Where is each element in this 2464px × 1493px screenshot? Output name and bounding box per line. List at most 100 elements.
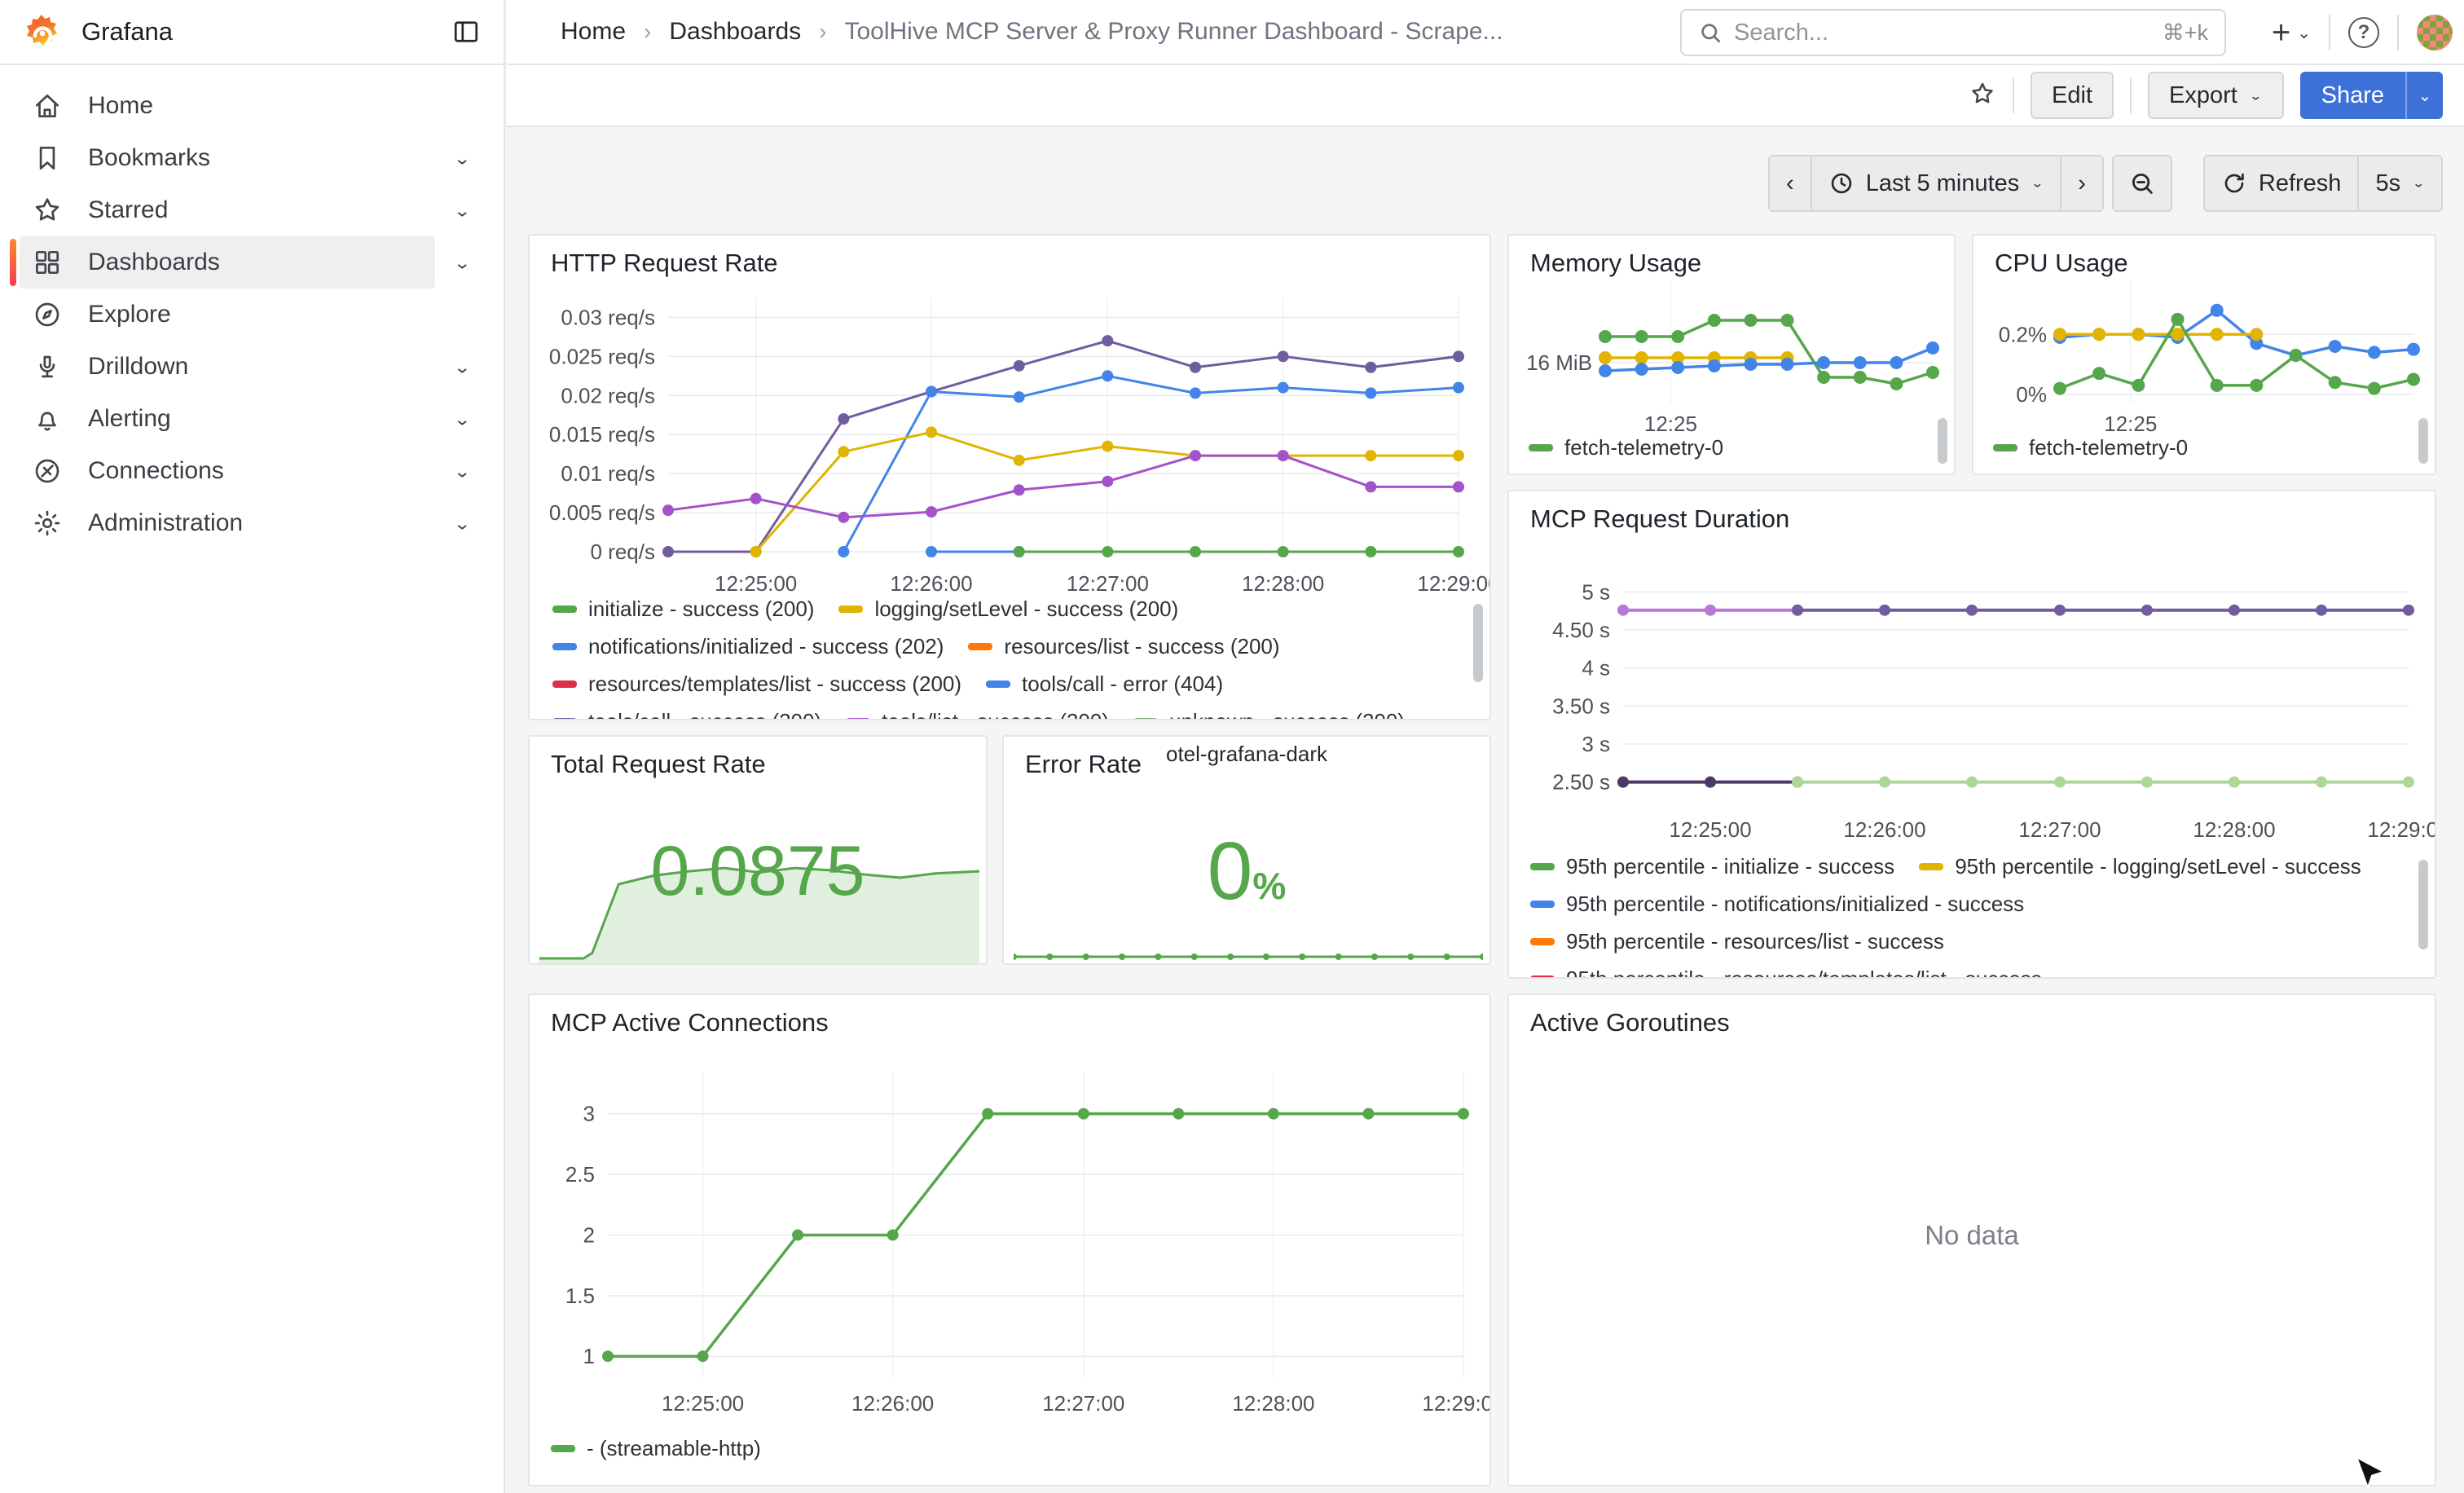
panel-title[interactable]: CPU Usage bbox=[1995, 249, 2128, 278]
legend-item[interactable]: resources/templates/list - success (200) bbox=[552, 672, 961, 697]
panel-title[interactable]: MCP Request Duration bbox=[1530, 504, 1789, 534]
panel-title[interactable]: HTTP Request Rate bbox=[551, 249, 778, 278]
compass-icon bbox=[31, 298, 64, 331]
sidebar-item-connections[interactable]: Connections⌄ bbox=[0, 445, 504, 497]
panel-title[interactable]: Total Request Rate bbox=[551, 750, 766, 779]
svg-text:4.50 s: 4.50 s bbox=[1552, 618, 1610, 642]
panel-title[interactable]: Active Goroutines bbox=[1530, 1008, 1730, 1037]
legend-scrollbar[interactable] bbox=[2418, 860, 2428, 949]
legend-swatch bbox=[846, 718, 870, 720]
legend-scrollbar[interactable] bbox=[2418, 418, 2428, 464]
legend-scrollbar[interactable] bbox=[1938, 418, 1947, 464]
export-button[interactable]: Export⌄ bbox=[2148, 72, 2284, 119]
star-icon bbox=[31, 194, 64, 227]
legend-swatch bbox=[552, 643, 577, 650]
legend-label: - (streamable-http) bbox=[587, 1437, 761, 1461]
legend-item[interactable]: 95th percentile - notifications/initiali… bbox=[1530, 892, 2024, 917]
svg-text:12:25:00: 12:25:00 bbox=[662, 1391, 744, 1416]
legend-item[interactable]: initialize - success (200) bbox=[552, 597, 814, 622]
divider bbox=[2397, 15, 2399, 51]
chevron-down-icon: ⌄ bbox=[2031, 176, 2044, 190]
sidebar-item-bookmarks[interactable]: Bookmarks⌄ bbox=[0, 132, 504, 184]
sidebar-item-explore[interactable]: Explore bbox=[0, 288, 504, 341]
svg-text:5 s: 5 s bbox=[1582, 579, 1610, 604]
sidebar-item-drilldown[interactable]: Drilldown⌄ bbox=[0, 341, 504, 393]
panel-total-request-rate: Total Request Rate 0.0875 bbox=[528, 735, 988, 965]
panel-title[interactable]: Error Rate bbox=[1025, 750, 1142, 779]
grafana-logo-icon bbox=[23, 13, 60, 51]
svg-text:0.005 req/s: 0.005 req/s bbox=[549, 500, 655, 525]
sidebar-item-home[interactable]: Home bbox=[0, 80, 504, 132]
legend-item[interactable]: 95th percentile - resources/list - succe… bbox=[1530, 929, 1944, 954]
svg-text:0%: 0% bbox=[2016, 382, 2047, 407]
sidebar-item-starred[interactable]: Starred⌄ bbox=[0, 184, 504, 236]
svg-text:12:27:00: 12:27:00 bbox=[1042, 1391, 1124, 1416]
legend-label: tools/list - success (200) bbox=[882, 709, 1109, 720]
zoom-out-button[interactable] bbox=[2112, 155, 2172, 212]
legend-swatch bbox=[986, 680, 1010, 688]
time-range-picker[interactable]: Last 5 minutes ⌄ bbox=[1811, 156, 2061, 210]
help-button[interactable]: ? bbox=[2348, 17, 2379, 48]
legend-item[interactable]: tools/call - error (404) bbox=[986, 672, 1223, 697]
share-dropdown-button[interactable]: ⌄ bbox=[2405, 72, 2443, 119]
refresh-interval-picker[interactable]: 5s ⌄ bbox=[2357, 156, 2441, 210]
panel-mcp-active-connections: MCP Active Connections 11.522.5312:25:00… bbox=[528, 993, 1491, 1486]
legend-label: 95th percentile - resources/templates/li… bbox=[1566, 967, 2042, 980]
svg-text:2: 2 bbox=[583, 1222, 595, 1247]
legend-item[interactable]: unknown - success (200) bbox=[1133, 709, 1405, 720]
legend-label: fetch-telemetry-0 bbox=[2029, 436, 2188, 460]
chevron-down-icon: ⌄ bbox=[2249, 88, 2263, 103]
time-range-label: Last 5 minutes bbox=[1866, 170, 2020, 197]
panel-title[interactable]: Memory Usage bbox=[1530, 249, 1701, 278]
legend-item[interactable]: fetch-telemetry-0 bbox=[1993, 436, 2188, 460]
sidebar-item-label: Home bbox=[88, 92, 504, 120]
add-button[interactable]: + ⌄ bbox=[2272, 15, 2311, 51]
legend-swatch bbox=[552, 606, 577, 613]
legend-item[interactable]: resources/list - success (200) bbox=[968, 634, 1279, 659]
search-input[interactable]: Search... ⌘+k bbox=[1680, 9, 2226, 56]
divider bbox=[2013, 77, 2014, 113]
avatar[interactable] bbox=[2417, 15, 2453, 51]
legend-item[interactable]: 95th percentile - resources/templates/li… bbox=[1530, 967, 2042, 980]
chevron-down-icon: ⌄ bbox=[2418, 86, 2432, 106]
legend-item[interactable]: logging/setLevel - success (200) bbox=[838, 597, 1178, 622]
legend-item[interactable]: - (streamable-http) bbox=[551, 1437, 761, 1461]
legend-item[interactable]: fetch-telemetry-0 bbox=[1529, 436, 1723, 460]
svg-text:0.015 req/s: 0.015 req/s bbox=[549, 422, 655, 447]
legend-item[interactable]: tools/call - success (200) bbox=[552, 709, 821, 720]
share-button-label[interactable]: Share bbox=[2300, 72, 2405, 119]
breadcrumb-item: ToolHive MCP Server & Proxy Runner Dashb… bbox=[844, 18, 1503, 46]
edit-button[interactable]: Edit bbox=[2031, 72, 2114, 119]
sidebar-item-dashboards[interactable]: Dashboards⌄ bbox=[0, 236, 504, 288]
sidebar-toggle-icon[interactable] bbox=[451, 17, 481, 46]
legend-scrollbar[interactable] bbox=[1473, 604, 1483, 682]
chevron-down-icon: ⌄ bbox=[2297, 23, 2311, 43]
svg-text:3.50 s: 3.50 s bbox=[1552, 694, 1610, 718]
sidebar-item-alerting[interactable]: Alerting⌄ bbox=[0, 393, 504, 445]
star-button[interactable] bbox=[1969, 80, 1996, 112]
sidebar-item-label: Bookmarks bbox=[88, 144, 429, 172]
legend-swatch bbox=[1530, 901, 1555, 908]
sidebar-item-label: Starred bbox=[88, 196, 429, 224]
panel-active-goroutines: Active Goroutines No data bbox=[1507, 993, 2436, 1486]
error-rate-sparkline bbox=[1014, 940, 1483, 963]
legend-item[interactable]: tools/list - success (200) bbox=[846, 709, 1109, 720]
svg-text:0.01 req/s: 0.01 req/s bbox=[561, 461, 655, 486]
http-request-rate-chart[interactable]: 0 req/s0.005 req/s0.01 req/s0.015 req/s0… bbox=[530, 236, 1489, 643]
time-shift-back-button[interactable]: ‹ bbox=[1770, 156, 1811, 210]
mcp-active-connections-chart[interactable]: 11.522.5312:25:0012:26:0012:27:0012:28:0… bbox=[530, 995, 1489, 1435]
legend-label: 95th percentile - resources/list - succe… bbox=[1566, 929, 1944, 954]
panel-title[interactable]: MCP Active Connections bbox=[551, 1008, 829, 1037]
legend-item[interactable]: 95th percentile - logging/setLevel - suc… bbox=[1919, 855, 2361, 879]
breadcrumb-item[interactable]: Home bbox=[561, 18, 626, 46]
refresh-button[interactable]: Refresh bbox=[2205, 156, 2358, 210]
sidebar-nav: Home Bookmarks⌄Starred⌄Dashboards⌄Explore… bbox=[0, 65, 504, 549]
sidebar-item-administration[interactable]: Administration⌄ bbox=[0, 497, 504, 549]
share-button[interactable]: Share ⌄ bbox=[2300, 72, 2443, 119]
time-shift-forward-button[interactable]: › bbox=[2060, 156, 2102, 210]
legend-item[interactable]: notifications/initialized - success (202… bbox=[552, 634, 944, 659]
legend-item[interactable]: 95th percentile - initialize - success bbox=[1530, 855, 1894, 879]
legend-swatch bbox=[838, 606, 863, 613]
mcp-request-duration-chart[interactable]: 5 s4.50 s4 s3.50 s3 s2.50 s12:25:0012:26… bbox=[1509, 491, 2435, 853]
breadcrumb-item[interactable]: Dashboards bbox=[669, 18, 801, 46]
